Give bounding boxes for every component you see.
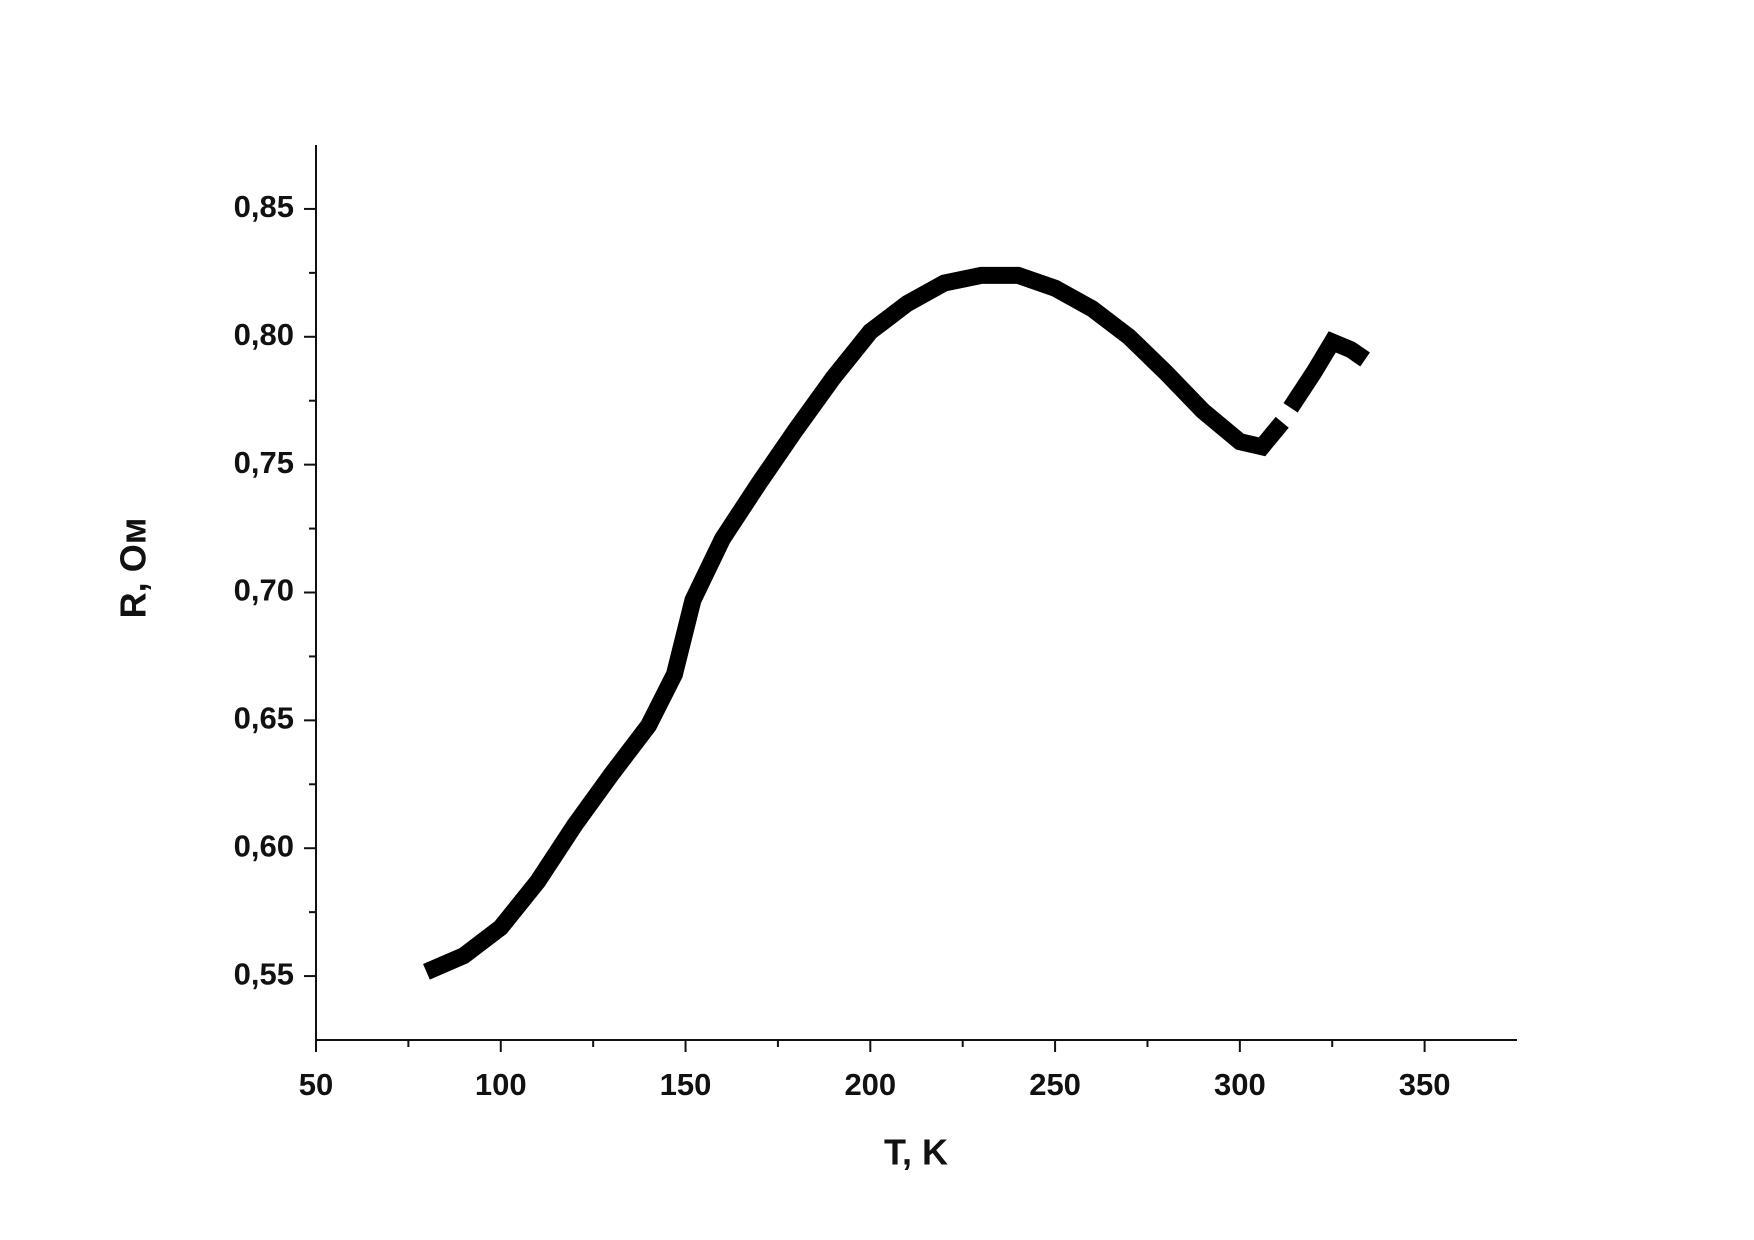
- data-line: [423, 266, 1370, 980]
- x-tick-label: 50: [299, 1067, 333, 1102]
- x-tick-label: 150: [660, 1067, 712, 1102]
- x-tick-label: 100: [475, 1067, 527, 1102]
- y-tick-label: 0,70: [234, 573, 294, 608]
- y-tick-label: 0,65: [234, 701, 294, 736]
- x-tick-label: 300: [1214, 1067, 1266, 1102]
- y-tick-label: 0,85: [234, 189, 294, 224]
- y-tick-label: 0,60: [234, 828, 294, 863]
- x-tick-label: 350: [1399, 1067, 1451, 1102]
- y-tick-label: 0,55: [234, 956, 294, 991]
- x-axis-label: T, K: [884, 1132, 948, 1173]
- y-tick-label: 0,80: [234, 317, 294, 352]
- y-axis-label: R, Ом: [113, 518, 154, 619]
- y-tick-label: 0,75: [234, 445, 294, 480]
- x-tick-label: 200: [844, 1067, 896, 1102]
- x-tick-label: 250: [1029, 1067, 1081, 1102]
